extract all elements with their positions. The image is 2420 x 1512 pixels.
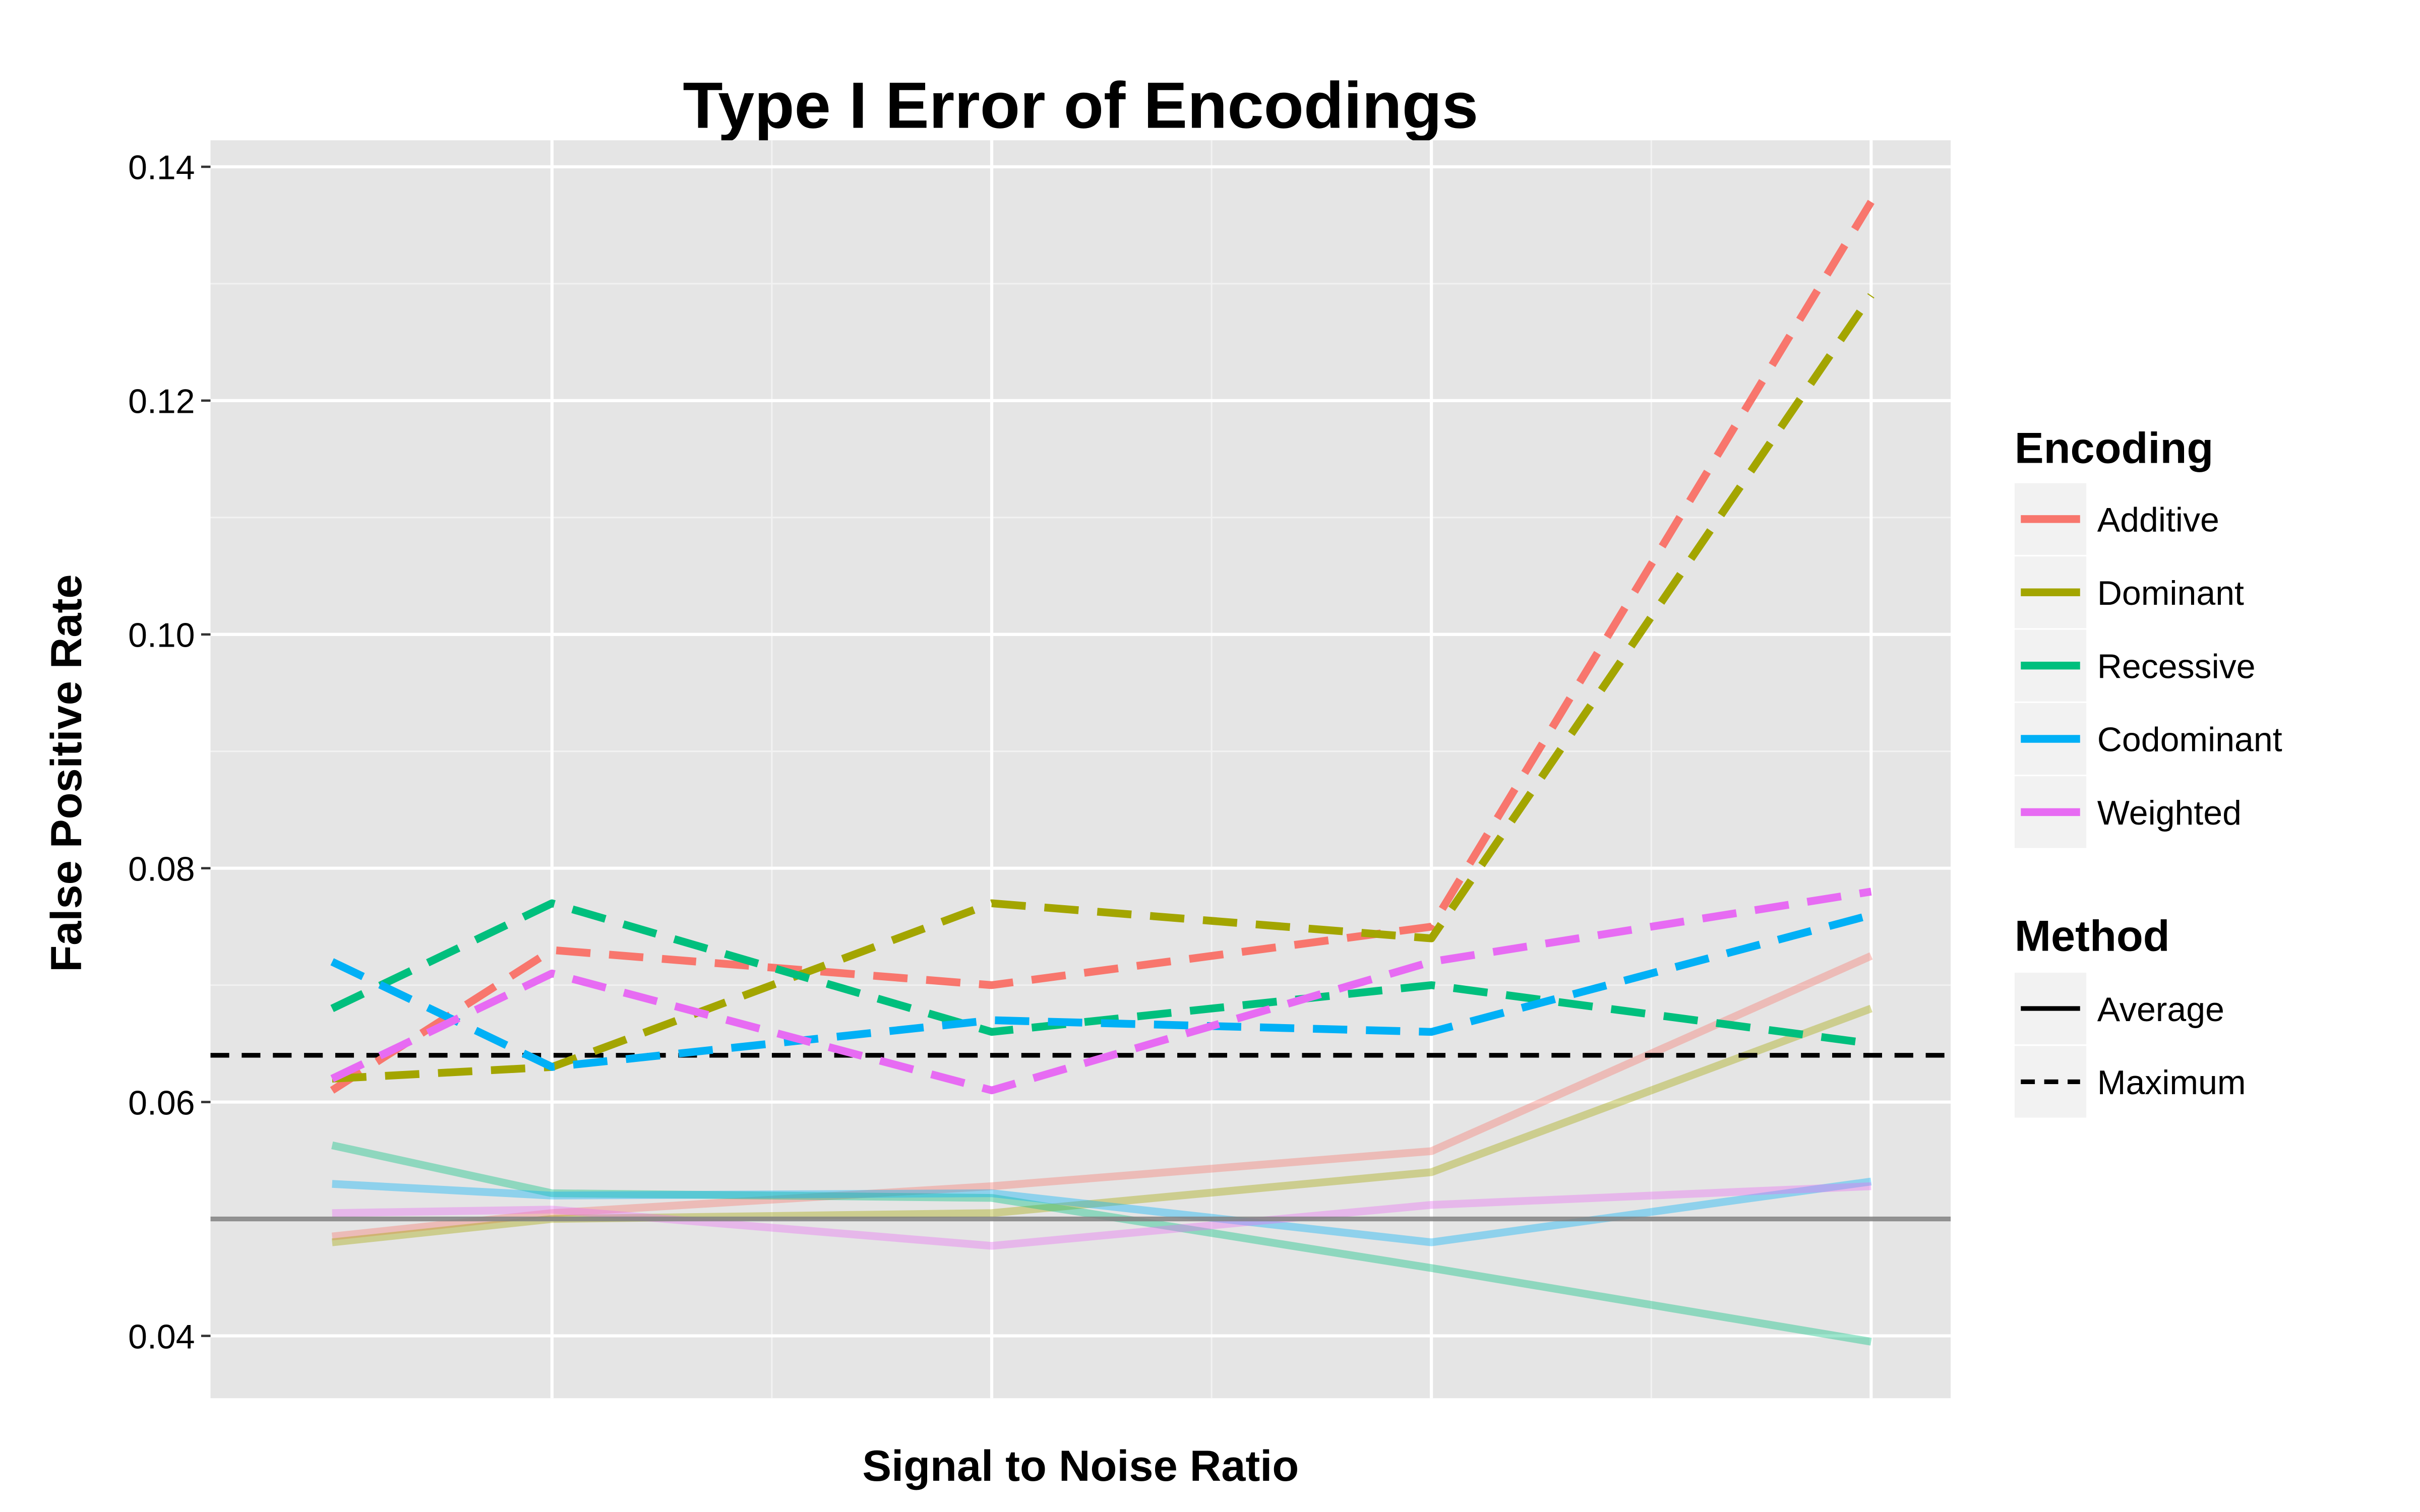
reference-lines	[210, 1053, 1951, 1222]
maximum-line-weighted	[330, 888, 1872, 1095]
plot-background	[210, 140, 1951, 1399]
legend-title-encoding: Encoding	[2015, 424, 2213, 473]
y-axis-title: False Positive Rate	[42, 574, 91, 972]
plot-area	[210, 140, 1951, 1399]
average-line-recessive	[331, 1141, 1872, 1346]
legend: Encoding Additive Dominant Recessive Codomi…	[2014, 424, 2282, 1118]
y-tick-label: 0.12	[128, 383, 195, 421]
legend-label: Codominant	[2097, 721, 2282, 759]
legend-method-entries: Average Maximum	[2014, 972, 2246, 1118]
legend-item-codominant: Codominant	[2014, 703, 2282, 775]
maximum-line-recessive	[330, 899, 1872, 1048]
legend-item-weighted: Weighted	[2014, 776, 2242, 848]
legend-item-recessive: Recessive	[2014, 629, 2256, 702]
y-tick-label: 0.10	[128, 616, 195, 655]
y-tick-label: 0.04	[128, 1317, 195, 1356]
legend-label: Additive	[2097, 501, 2219, 539]
chart-title: Type I Error of Encodings	[683, 69, 1478, 142]
grid-major	[210, 140, 1951, 1399]
y-axis: 0.04 0.06 0.08 0.10 0.12 0.14	[128, 149, 211, 1356]
legend-item-dominant: Dominant	[2014, 556, 2244, 628]
x-axis-title: Signal to Noise Ratio	[862, 1442, 1299, 1490]
average-line-dominant	[331, 1004, 1873, 1246]
y-tick-label: 0.08	[128, 850, 195, 888]
y-tick-label: 0.14	[128, 149, 195, 187]
maximum-line-additive	[330, 200, 1874, 1094]
legend-label: Dominant	[2097, 574, 2244, 612]
maximum-lines	[330, 200, 1874, 1095]
legend-label: Maximum	[2097, 1063, 2246, 1102]
average-line-codominant	[332, 1177, 1872, 1246]
maximum-line-dominant	[332, 293, 1874, 1083]
maximum-line-codominant	[330, 911, 1872, 1071]
legend-title-method: Method	[2015, 912, 2170, 961]
legend-label: Recessive	[2097, 647, 2256, 685]
y-tick-label: 0.06	[128, 1084, 195, 1122]
legend-label: Average	[2097, 990, 2224, 1029]
legend-item-additive: Additive	[2014, 483, 2219, 555]
average-line-weighted	[332, 1182, 1871, 1250]
legend-item-maximum: Maximum	[2014, 1046, 2246, 1118]
legend-encoding-entries: Additive Dominant Recessive Codominant Weigh…	[2014, 483, 2282, 848]
legend-label: Weighted	[2097, 794, 2242, 832]
legend-item-average: Average	[2014, 972, 2224, 1045]
